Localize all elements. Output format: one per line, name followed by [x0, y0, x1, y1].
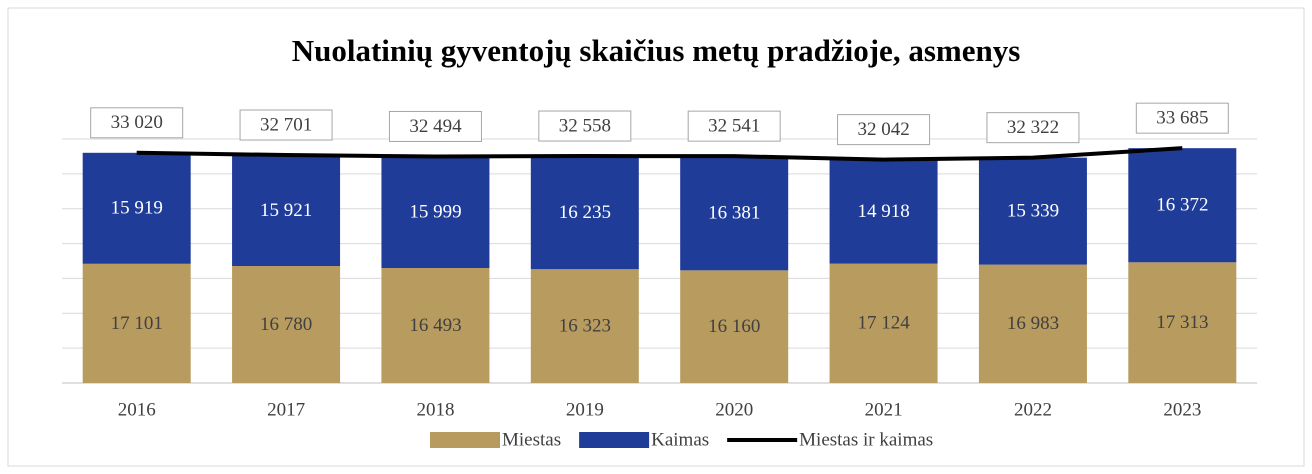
bar-segment — [829, 159, 938, 264]
data-label-box — [1135, 102, 1229, 134]
legend-label: Miestas ir kaimas — [799, 429, 933, 450]
bar-segment — [232, 155, 341, 267]
bar-segment — [530, 269, 639, 383]
legend-label: Miestas — [502, 429, 561, 450]
data-label-box — [837, 114, 931, 146]
data-label: 16 780 — [260, 314, 312, 335]
x-tick-label: 2021 — [865, 399, 903, 420]
data-label: 15 339 — [1007, 200, 1059, 221]
data-label: 16 235 — [559, 202, 611, 223]
data-label: 14 918 — [857, 201, 909, 222]
line-series — [136, 146, 1183, 162]
legend-label: Kaimas — [651, 429, 709, 450]
bar-segment — [1128, 148, 1237, 263]
bar-segment — [680, 270, 789, 383]
bar-segment — [232, 266, 341, 383]
chart-title: Nuolatinių gyventojų skaičius metų pradž… — [292, 33, 1021, 68]
x-tick-label: 2017 — [267, 399, 305, 420]
data-label: 32 541 — [708, 116, 760, 137]
bar-segment — [829, 263, 938, 383]
data-label-box — [239, 109, 333, 141]
data-label: 16 381 — [708, 203, 760, 224]
x-tick-label: 2019 — [566, 399, 604, 420]
data-label: 32 558 — [559, 115, 611, 136]
bar-segment — [381, 156, 490, 269]
data-label: 32 322 — [1007, 117, 1059, 138]
bar-segment — [978, 264, 1087, 383]
x-tick-label: 2020 — [715, 399, 753, 420]
data-label: 32 701 — [260, 114, 312, 135]
legend-swatch — [579, 432, 650, 448]
bar-segment — [1128, 262, 1237, 383]
data-label: 16 493 — [409, 315, 461, 336]
data-label: 17 124 — [857, 313, 910, 334]
data-label: 15 921 — [260, 200, 312, 221]
data-label: 32 042 — [857, 119, 909, 140]
data-label-box — [90, 107, 184, 139]
x-tick-label: 2016 — [118, 399, 156, 420]
data-label: 16 372 — [1156, 195, 1208, 216]
bar-segment — [82, 152, 191, 264]
data-label-box — [538, 110, 632, 142]
data-label: 15 919 — [111, 198, 163, 219]
data-label: 33 020 — [111, 112, 163, 133]
data-label: 17 313 — [1156, 312, 1208, 333]
legend-swatch — [430, 432, 500, 448]
bar-segment — [381, 268, 490, 383]
bar-segment — [978, 157, 1087, 265]
data-label-box — [986, 112, 1080, 144]
data-label: 16 160 — [708, 316, 760, 337]
data-label: 17 101 — [111, 313, 163, 334]
bar-segment — [680, 156, 789, 271]
x-tick-label: 2023 — [1163, 399, 1201, 420]
data-label: 15 999 — [409, 202, 461, 223]
data-label: 16 323 — [559, 315, 611, 336]
x-tick-label: 2018 — [416, 399, 454, 420]
x-tick-label: 2022 — [1014, 399, 1052, 420]
data-label: 33 685 — [1156, 108, 1208, 129]
data-label-box — [687, 110, 781, 142]
chart-border — [7, 7, 1305, 467]
data-label: 16 983 — [1007, 313, 1059, 334]
bar-segment — [82, 263, 191, 383]
bar-segment — [530, 156, 639, 270]
data-label: 32 494 — [409, 116, 462, 137]
data-label-box — [388, 110, 482, 142]
